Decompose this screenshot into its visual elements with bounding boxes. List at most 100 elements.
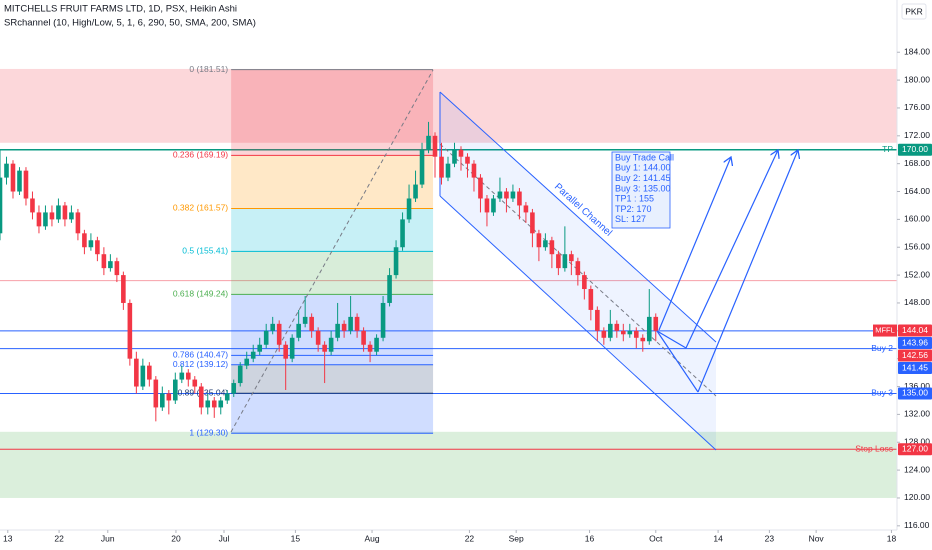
candle-body (621, 330, 626, 335)
x-tick-label: 22 (465, 533, 475, 543)
y-tick-label: 120.00 (904, 492, 930, 502)
y-tick-label: 136.00 (904, 381, 930, 391)
candle-body (82, 233, 87, 248)
y-tick-label: 132.00 (904, 409, 930, 419)
candle-body (121, 275, 126, 303)
fib-label: 0.618 (149.24) (173, 289, 228, 299)
indicator-label: SRchannel (10, High/Low, 5, 1, 6, 290, 5… (4, 18, 256, 29)
candle-body (510, 191, 516, 199)
y-tick-label: 116.00 (904, 520, 930, 530)
fib-label: 0.236 (169.19) (173, 150, 228, 160)
x-tick-label: Nov (809, 533, 825, 543)
y-tick-label: 184.00 (904, 46, 930, 56)
candle-body (595, 309, 600, 331)
symbol-tag (873, 324, 897, 337)
trade-call-line: Buy Trade Call (615, 152, 674, 162)
level-label: Buy 2 (871, 343, 893, 353)
x-tick-label: 18 (887, 533, 897, 543)
candle-body (452, 149, 457, 164)
y-tick-label: 148.00 (904, 297, 930, 307)
price-tag (898, 143, 932, 156)
candle-body (633, 330, 639, 338)
candle-body (406, 198, 412, 220)
candle-body (160, 393, 165, 408)
candle-body (640, 337, 646, 342)
currency-label[interactable]: PKR (905, 6, 922, 16)
fib-band (231, 69, 434, 156)
fib-label: 0.786 (140.47) (173, 350, 228, 360)
arrow-leg (656, 330, 699, 393)
candle-body (166, 393, 172, 401)
candle-body (296, 323, 301, 338)
candle-body (205, 400, 211, 408)
x-tick-label: 23 (765, 533, 775, 543)
candle-body (491, 198, 496, 213)
fib-band (231, 355, 434, 365)
price-axis-bg (897, 0, 932, 550)
currency-button[interactable] (901, 3, 927, 20)
price-tag-label: 144.04 (902, 325, 928, 335)
y-tick-label: 160.00 (904, 214, 930, 224)
candle-body (43, 212, 48, 227)
candle-body (75, 212, 81, 234)
trade-call-line: SL: 127 (615, 214, 646, 224)
candle-body (134, 358, 139, 387)
chart-title: MITCHELLS FRUIT FARMS LTD, 1D, PSX, Heik… (4, 4, 237, 15)
x-tick-label: Jul (219, 533, 230, 543)
candle-body (56, 205, 61, 220)
candle-body (244, 358, 250, 366)
candle-body (614, 323, 620, 331)
candles (0, 121, 659, 422)
candle-body (627, 330, 633, 335)
candle-body (17, 170, 22, 192)
fib-label: 0 (181.51) (189, 64, 228, 74)
trade-call-line: Buy 3: 135.00 (615, 183, 671, 193)
candle-body (211, 400, 217, 408)
candle-body (127, 302, 133, 359)
fib-band (231, 155, 434, 209)
candle-body (465, 156, 470, 164)
trade-call-line: Buy 2: 141.45 (615, 173, 671, 183)
candle-body (562, 254, 568, 269)
candle-body (348, 316, 353, 331)
candle-body (62, 205, 68, 220)
arrows (656, 150, 798, 393)
fib-trend-line (230, 69, 434, 433)
price-tag (898, 324, 932, 337)
y-tick-label: 124.00 (904, 464, 930, 474)
y-tick-label: 152.00 (904, 269, 930, 279)
candle-body (263, 330, 269, 345)
price-tag-label: 142.56 (902, 350, 928, 360)
candle-body (426, 135, 431, 150)
x-tick-label: Aug (364, 533, 379, 543)
candle-body (354, 316, 360, 331)
candle-body (23, 170, 29, 199)
x-tick-label: Sep (509, 533, 524, 543)
fib-layer: 0 (181.51) 0.236 (169.19) 0.382 (161.57) 0.… (173, 64, 434, 437)
x-tick-label: 15 (291, 533, 301, 543)
candle-body (536, 233, 542, 248)
candle-body (179, 372, 185, 380)
candle-body (283, 344, 288, 359)
candle-body (231, 383, 237, 394)
candle-body (361, 330, 366, 345)
candle-body (517, 191, 522, 206)
candle-body (101, 254, 107, 269)
y-tick-label: 176.00 (904, 102, 930, 112)
candle-body (36, 212, 42, 227)
y-tick-label: 168.00 (904, 158, 930, 168)
candle-body (523, 205, 529, 213)
level-label: TP (882, 144, 893, 154)
background-layer: TP Buy 2 Buy 3 Stop Loss (0, 68, 897, 498)
candle-body (556, 254, 561, 269)
price-tag-label: 141.45 (902, 362, 928, 372)
x-tick-label: 20 (171, 533, 181, 543)
fib-band (231, 208, 434, 252)
candle-body (302, 316, 308, 324)
arrow (658, 157, 731, 331)
candle-body (30, 198, 35, 213)
candle-body (484, 198, 490, 213)
candle-body (309, 316, 314, 331)
y-tick-label: 180.00 (904, 74, 930, 84)
level-label: Buy 3 (871, 388, 893, 398)
